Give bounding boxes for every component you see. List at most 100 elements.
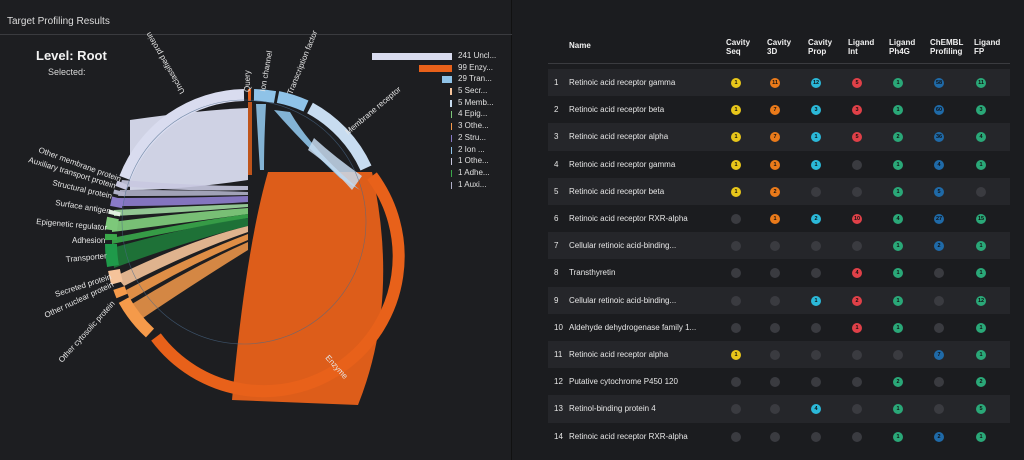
table-row[interactable]: 7 Cellular retinoic acid-binding... 1 2 1 [548,232,1010,260]
chord-membrane[interactable] [308,138,362,190]
header-cavity-seq[interactable]: Cavity Seq [726,38,750,56]
table-row[interactable]: 12 Putative cytochrome P450 120 2 2 [548,368,1010,395]
score-badge[interactable]: 1 [976,322,986,333]
score-badge[interactable]: 1 [976,268,986,279]
score-badge[interactable]: 1 [893,322,903,333]
chord-enzyme[interactable] [232,172,384,405]
score-badge[interactable] [770,377,780,388]
row-target-name[interactable]: Aldehyde dehydrogenase family 1... [569,322,697,332]
score-badge[interactable] [770,295,780,306]
score-badge[interactable]: 2 [934,241,944,252]
arc-secreted[interactable] [108,268,123,285]
legend-item[interactable]: 4 Epig... [368,109,508,121]
score-badge[interactable] [811,350,821,360]
score-badge[interactable] [934,268,944,279]
score-badge[interactable] [852,350,862,360]
row-target-name[interactable]: Transthyretin [569,268,616,278]
chord-secreted[interactable] [116,226,248,286]
table-row[interactable]: 3 Retinoic acid receptor alpha 1 7 1 5 2 36 4 [548,123,1010,151]
score-badge[interactable]: 4 [852,268,862,279]
table-row[interactable]: 1 Retinoic acid receptor gamma 1 11 12 5 1 58 11 [548,69,1010,97]
score-badge[interactable]: 1 [976,159,986,170]
arc-membrane[interactable] [307,102,372,171]
arc-transcription[interactable] [276,91,309,112]
score-badge[interactable]: 12 [976,295,986,306]
chord-diagram[interactable]: Unclassified protein Query Ion channel T… [0,0,512,460]
score-badge[interactable]: 7 [770,105,780,116]
score-badge[interactable] [852,377,862,388]
chord-adhesion[interactable] [112,214,248,244]
score-badge[interactable] [731,295,741,306]
score-badge[interactable] [852,241,862,252]
table-row[interactable]: 8 Transthyretin 4 1 1 [548,259,1010,286]
chord-other-nuclear[interactable] [126,234,248,300]
header-ligand-fp[interactable]: Ligand FP [974,38,1000,56]
score-badge[interactable]: 12 [811,78,821,88]
score-badge[interactable]: 1 [811,159,821,170]
score-badge[interactable]: 15 [976,214,986,224]
score-badge[interactable]: 2 [770,186,780,197]
arc-epigenetic[interactable] [105,216,119,231]
legend-item[interactable]: 1 Auxi... [368,180,508,192]
table-row[interactable]: 6 Retinoic acid receptor RXR-alpha 1 2 10 4 27… [548,205,1010,232]
table-row[interactable]: 10 Aldehyde dehydrogenase family 1... 1 1 1 [548,314,1010,341]
score-badge[interactable] [811,431,821,442]
score-badge[interactable] [976,186,986,197]
legend-item[interactable]: 241 Uncl... [368,51,508,63]
row-target-name[interactable]: Retinoic acid receptor alpha [569,132,669,142]
score-badge[interactable] [731,268,741,279]
arc-other-membrane[interactable] [115,180,129,191]
row-target-name[interactable]: Retinol-binding protein 4 [569,404,656,414]
score-badge[interactable] [731,241,741,252]
score-badge[interactable]: 4 [893,214,903,224]
row-target-name[interactable]: Retinoic acid receptor RXR-alpha [569,431,688,441]
header-ligand-ph4g[interactable]: Ligand Ph4G [889,38,915,56]
score-badge[interactable]: 1 [893,159,903,170]
score-badge[interactable]: 1 [731,105,741,116]
score-badge[interactable]: 1 [976,241,986,252]
score-badge[interactable]: 4 [811,404,821,415]
row-target-name[interactable]: Putative cytochrome P450 120 [569,377,678,387]
score-badge[interactable] [811,377,821,388]
score-badge[interactable] [811,241,821,252]
score-badge[interactable]: 1 [893,295,903,306]
row-target-name[interactable]: Retinoic acid receptor alpha [569,350,669,359]
score-badge[interactable]: 2 [893,132,903,143]
chord-aux-transport[interactable] [118,190,248,196]
legend-item[interactable]: 29 Tran... [368,74,508,86]
score-badge[interactable] [934,322,944,333]
score-badge[interactable] [770,350,780,360]
arc-other-cytosolic[interactable] [118,296,155,338]
score-badge[interactable] [770,241,780,252]
chord-surface[interactable] [114,204,248,216]
table-row[interactable]: 13 Retinol-binding protein 4 4 1 5 [548,395,1010,423]
arc-aux-transport[interactable] [113,189,126,197]
score-badge[interactable]: 1 [731,132,741,143]
row-target-name[interactable]: Retinoic acid receptor beta [569,105,665,115]
score-badge[interactable]: 1 [893,431,903,442]
row-target-name[interactable]: Cellular retinoic acid-binding... [569,295,677,305]
score-badge[interactable] [934,377,944,388]
header-ligand-int[interactable]: Ligand Int [848,38,874,56]
legend-item[interactable]: 2 Stru... [368,133,508,145]
legend-item[interactable]: 1 Adhe... [368,168,508,180]
score-badge[interactable]: 1 [731,159,741,170]
score-badge[interactable]: 4 [976,132,986,143]
row-target-name[interactable]: Cellular retinoic acid-binding... [569,241,677,251]
score-badge[interactable] [731,322,741,333]
score-badge[interactable] [893,350,903,360]
row-target-name[interactable]: Retinoic acid receptor gamma [569,78,676,87]
table-row[interactable]: 11 Retinoic acid receptor alpha 1 7 1 [548,341,1010,369]
score-badge[interactable]: 4 [934,159,944,170]
legend-item[interactable]: 1 Othe... [368,156,508,168]
header-chembl-profiling[interactable]: ChEMBL Profiling [930,38,963,56]
score-badge[interactable] [852,186,862,197]
score-badge[interactable]: 5 [976,404,986,415]
score-badge[interactable]: 1 [976,350,986,360]
score-badge[interactable]: 2 [934,431,944,442]
score-badge[interactable] [770,268,780,279]
score-badge[interactable]: 1 [852,322,862,333]
score-badge[interactable]: 1 [893,186,903,197]
legend-item[interactable]: 3 Othe... [368,121,508,133]
score-badge[interactable]: 1 [811,132,821,143]
